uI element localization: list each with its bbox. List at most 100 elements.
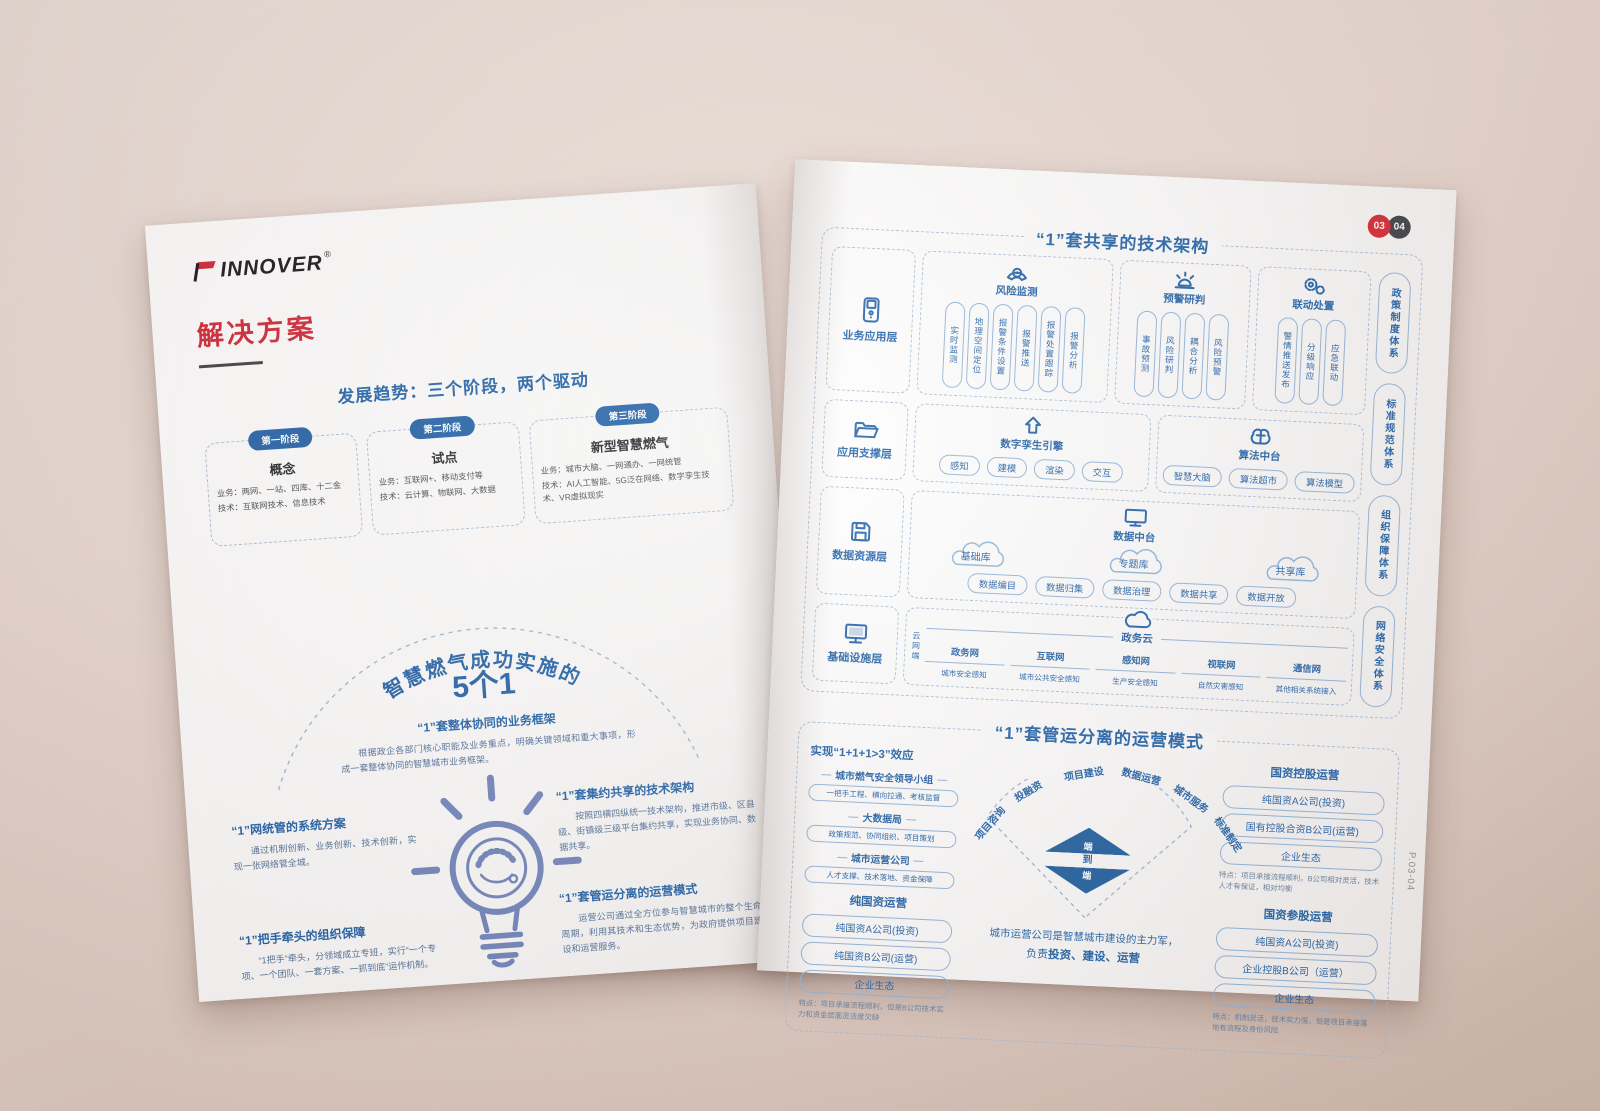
layer-row-infrastructure: 基础设施层 云网端 <box>811 602 1355 706</box>
group-algorithm-platform: 算法中台 智慧大脑 算法超市 算法模型 <box>1154 414 1365 503</box>
one-item-body: “1把手”牵头，分领域成立专班，实行“一个专项、一个团队、一套方案、一抓到底”运… <box>241 943 437 982</box>
page-marker: P.03-04 <box>1404 851 1418 892</box>
svg-text:专题库: 专题库 <box>1118 557 1149 571</box>
group-data-platform: 数据中台 基础库 专题库 <box>906 490 1361 620</box>
company-logo: INNOVER ® <box>192 224 716 284</box>
end-to-end-bottom-triangle: 端 <box>1043 866 1130 896</box>
group-risk-monitoring: 风险监测 实时监测 地理空间定位 报警条件设置 报警推送 报警处置跟踪 报警分析 <box>916 250 1114 404</box>
group-linked-disposal: 联动处置 警情推送发布 分级响应 应急联动 <box>1251 266 1372 416</box>
org-desc: 政策规范、协同组织、项目策划 <box>806 824 957 849</box>
operation-model-title: “1”套管运分离的运营模式 <box>982 722 1217 753</box>
floppy-disk-icon <box>850 521 871 541</box>
layer-label-data: 数据资源层 <box>815 485 905 598</box>
one-item-tech-architecture: “1”套集约共享的技术架构 按照四横四纵统一技术架构，推进市级、区县级、街镇级三… <box>555 774 757 855</box>
gears-icon <box>1304 278 1326 295</box>
layer-row-support: 应用支撑层 数字孪生引擎 感知 建 <box>821 398 1365 503</box>
pill: 数据编目 <box>967 572 1028 596</box>
pill: 分级响应 <box>1298 318 1323 406</box>
tech-architecture-panel: “1”套共享的技术架构 业务应用层 <box>800 226 1424 720</box>
pill: 报警分析 <box>1061 307 1086 394</box>
pill: 报警条件设置 <box>989 303 1014 391</box>
pillar-policy: 政策制度体系 <box>1374 271 1412 375</box>
fan-outline <box>986 775 1193 919</box>
pillar-network-security: 网络安全体系 <box>1359 605 1396 708</box>
desktop-monitor-icon <box>844 623 868 644</box>
group-cloud-network: 云网端 政务云 <box>902 606 1355 706</box>
page-right: 03 04 “1”套共享的技术架构 <box>756 159 1457 1059</box>
gov-cloud-icon <box>1122 610 1154 632</box>
one-item-body: 通过机制创新、业务创新、技术创新，实现一张网络管全城。 <box>233 834 417 873</box>
company-pill: 企业控股B公司（运营） <box>1214 954 1378 986</box>
pillar-organization: 组织保障体系 <box>1364 494 1402 597</box>
layer-label-support: 应用支撑层 <box>821 398 909 481</box>
company-pill: 纯国资B公司(运营) <box>800 941 952 972</box>
up-arrow-icon <box>1024 416 1041 434</box>
pure-state-title: 纯国资运营 <box>849 895 908 911</box>
five-ones-diagram: 智慧燃气成功实施的 5个1 “1”套整体协同的业务框架 根据政企各部门核心职能及… <box>213 524 767 1003</box>
pill: 数据治理 <box>1101 579 1162 602</box>
pill: 感知 <box>938 454 981 477</box>
arc-subtitle: 5个1 <box>451 667 517 705</box>
pill: 交互 <box>1081 461 1123 483</box>
logo-registered-mark: ® <box>323 248 332 260</box>
page-badge-03: 03 <box>1367 214 1392 239</box>
pill: 应急联动 <box>1322 319 1347 407</box>
cloud-net-edge-label: 云网端 <box>910 630 922 662</box>
layer-row-business: 业务应用层 风险监测 实时监测 <box>825 245 1372 416</box>
layer-label-business: 业务应用层 <box>825 245 917 394</box>
pill: 数据开放 <box>1236 585 1297 609</box>
title-underline <box>198 360 263 369</box>
cloud-base-db: 基础库 <box>951 541 1005 567</box>
group-warning-analysis: 预警研判 事故预测 风险研判 耦合分析 风险预警 <box>1113 259 1252 410</box>
pill: 算法超市 <box>1228 467 1289 491</box>
cloud-topic-db: 专题库 <box>1109 548 1162 575</box>
company-pill: 国有控股合资B公司(运营) <box>1220 812 1384 844</box>
operation-model-panel: “1”套管运分离的运营模式 实现“1+1+1>3”效应 城市燃气安全领导小组 一… <box>784 720 1401 1059</box>
state-holding-title: 国资控股运营 <box>1270 767 1340 783</box>
ops-left-column: 实现“1+1+1>3”效应 城市燃气安全领导小组 一把手工程、横向拉通、考核监督… <box>798 743 961 1028</box>
svg-text:共享库: 共享库 <box>1275 564 1306 578</box>
ops-right-column: 国资控股运营 纯国资A公司(投资) 国有控股合资B公司(运营) 企业生态 特点：… <box>1211 762 1386 1047</box>
one-item-org-guarantee: “1”把手牵头的组织保障 “1把手”牵头，分领域成立专班，实行“一个专项、一个团… <box>238 918 437 984</box>
logo-text: INNOVER <box>219 251 324 282</box>
pill: 实时监测 <box>941 301 967 389</box>
pill: 风险研判 <box>1157 311 1182 399</box>
cloud-share-db: 共享库 <box>1266 556 1319 582</box>
org-desc: 一把手工程、横向拉通、考核监督 <box>808 783 959 808</box>
pill: 事故预测 <box>1133 310 1158 398</box>
brochure-spread: INNOVER ® 解决方案 发展趋势：三个阶段，两个驱动 第一阶段 概念 业务… <box>145 158 1457 1059</box>
company-pill: 企业生态 <box>1212 982 1376 1014</box>
end-to-end-top-triangle: 端 <box>1045 826 1132 856</box>
ops-center-column: 项目咨询 投融资 项目建设 数据运营 城市服务 标准制定 端 到 端 城市运 <box>958 750 1244 1039</box>
handheld-terminal-icon <box>862 296 880 323</box>
lightbulb-icon <box>411 774 582 968</box>
monitor-camera-icon <box>1007 267 1028 281</box>
org-desc: 人才支撑、技术落地、资金保障 <box>804 865 955 890</box>
net-column: 政务网 城市安全感知 <box>924 639 1006 682</box>
company-pill: 纯国资A公司(投资) <box>801 913 953 944</box>
state-share-note: 特点：机制灵活，技术实力强，但是项目承接落地有流程及身份风险 <box>1211 1011 1368 1036</box>
fan-diagram: 项目咨询 投融资 项目建设 数据运营 城市服务 标准制定 端 到 端 <box>963 750 1243 929</box>
page-badge-04: 04 <box>1387 215 1412 240</box>
pill: 警情推送发布 <box>1274 317 1299 404</box>
stages-row: 第一阶段 概念 业务：两网、一站、四库、十二金 技术：互联网技术、信息技术 第二… <box>204 402 735 547</box>
state-share-title: 国资参股运营 <box>1263 909 1333 925</box>
svg-text:基础库: 基础库 <box>960 549 991 563</box>
pure-state-note: 特点：项目承接流程顺利，但是B公司技术实力和资金层面灵活度欠缺 <box>797 998 944 1023</box>
stage-name: 试点 <box>430 449 458 467</box>
stage-box-3: 第三阶段 新型智慧燃气 业务：城市大脑、一网通办、一网统管 技术：AI人工智能、… <box>528 402 735 525</box>
stage-tag: 第三阶段 <box>595 402 661 427</box>
end-to-end-marker: 端 到 端 <box>1043 826 1132 896</box>
pill: 报警推送 <box>1013 304 1038 392</box>
pill: 数据共享 <box>1168 582 1229 606</box>
monitor-icon <box>1124 508 1147 527</box>
logo-flag-icon <box>193 260 216 282</box>
state-holding-note: 特点：项目承接流程顺利，B公司相对灵活，技术人才有保证，相对均衡 <box>1218 869 1380 894</box>
pill: 耦合分析 <box>1181 312 1206 400</box>
group-digital-twin: 数字孪生引擎 感知 建模 渲染 交互 <box>912 403 1152 493</box>
stage-tag: 第一阶段 <box>247 426 313 452</box>
effect-title: 实现“1+1+1>3”效应 <box>810 745 914 763</box>
company-pill: 纯国资A公司(投资) <box>1222 785 1386 816</box>
fan-label: 项目建设 <box>1063 766 1105 784</box>
net-column: 通信网 其他相关系统接入 <box>1266 655 1348 698</box>
